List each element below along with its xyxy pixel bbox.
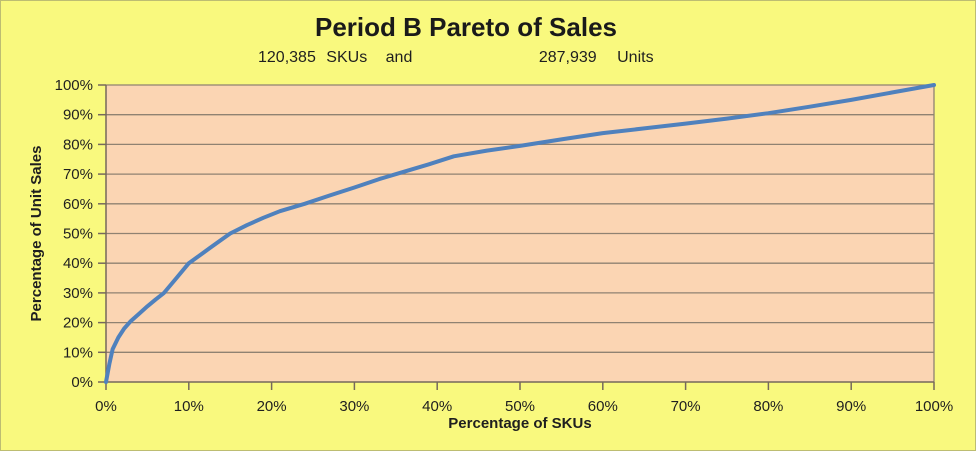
subtitle-conjunction: and (385, 49, 413, 66)
x-tick-label: 90% (836, 398, 866, 415)
x-tick-label: 30% (339, 398, 369, 415)
y-tick-label: 100% (55, 77, 93, 94)
x-tick-label: 100% (915, 398, 953, 415)
tick-label-layer: 0% 10% 20% 30% 40% 50% 60% 70% 80% 90% 100% 0% 10% 20… (55, 77, 954, 415)
x-tick-label: 80% (753, 398, 783, 415)
y-tick-label: 30% (63, 285, 93, 302)
y-tick-label: 40% (63, 255, 93, 272)
y-tick-label: 50% (63, 226, 93, 243)
sku-count: 120,385 (258, 49, 316, 66)
unit-count-label: Units (617, 49, 654, 66)
x-tick-label: 0% (95, 398, 117, 415)
x-tick-label: 60% (588, 398, 618, 415)
x-tick-label: 70% (671, 398, 701, 415)
chart-title: Period B Pareto of Sales (315, 12, 617, 42)
x-tick-label: 40% (422, 398, 452, 415)
x-tick-label: 10% (174, 398, 204, 415)
unit-count: 287,939 (538, 49, 597, 66)
pareto-curve (104, 83, 936, 384)
y-tick-label: 60% (63, 196, 93, 213)
y-axis-title: Percentage of Unit Sales (28, 146, 45, 322)
y-tick-label: 70% (63, 166, 93, 183)
x-axis-title: Percentage of SKUs (448, 415, 591, 432)
chart-subtitle: 120,385 SKUs and 287,939 Units (258, 49, 654, 67)
series-layer (104, 83, 936, 384)
y-tick-label: 80% (63, 136, 93, 153)
sku-count-label: SKUs (326, 49, 368, 66)
y-tick-label: 90% (63, 107, 93, 124)
y-tick-label: 0% (71, 374, 93, 391)
x-tick-label: 20% (257, 398, 287, 415)
y-tick-label: 10% (63, 344, 93, 361)
x-tick-label: 50% (505, 398, 535, 415)
y-tick-label: 20% (63, 315, 93, 332)
